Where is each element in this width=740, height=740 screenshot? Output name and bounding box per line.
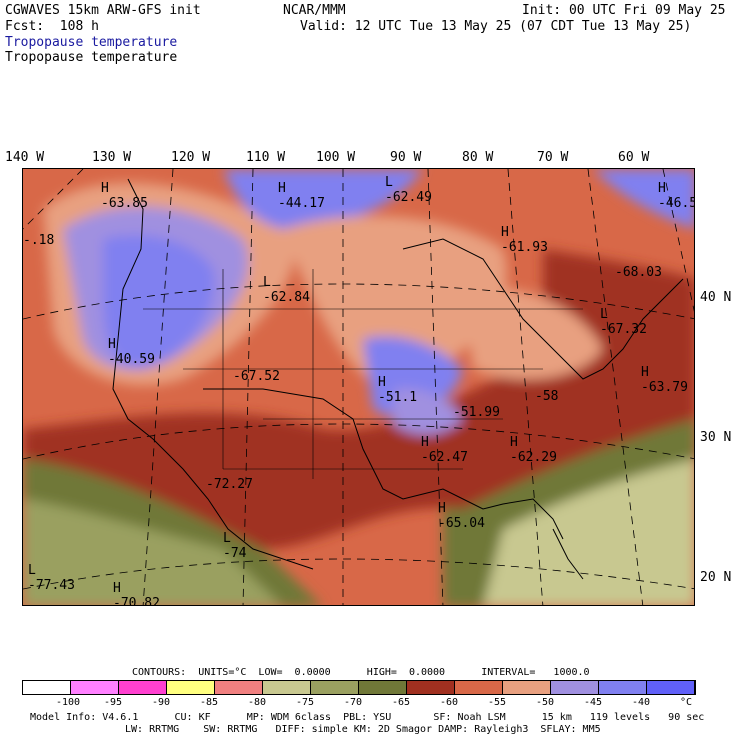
map-label: L -62.49 bbox=[385, 175, 432, 205]
colorbar bbox=[22, 680, 696, 695]
map-label: H -62.29 bbox=[510, 435, 557, 465]
model-info-line-1: Model Info: V4.6.1 CU: KF MP: WDM 6class… bbox=[30, 712, 705, 723]
map-label: H -40.59 bbox=[108, 337, 155, 367]
map-label: H -70.82 bbox=[113, 581, 160, 606]
lon-label: 60 W bbox=[618, 150, 650, 165]
colorbar-swatch bbox=[455, 681, 503, 694]
colorbar-label: -65 bbox=[392, 697, 411, 708]
field-title-2: Tropopause temperature bbox=[5, 50, 178, 65]
lat-label: 20 N bbox=[700, 570, 732, 585]
valid-time: Valid: 12 UTC Tue 13 May 25 (07 CDT Tue … bbox=[300, 19, 692, 34]
map-canvas bbox=[23, 169, 694, 605]
map-label: L -77.43 bbox=[28, 563, 75, 593]
map-label: H -63.79 bbox=[641, 365, 688, 395]
map-label: H -46.5 bbox=[658, 181, 695, 211]
lat-label: 30 N bbox=[700, 430, 732, 445]
colorbar-label: -75 bbox=[296, 697, 315, 708]
map-label: L -62.84 bbox=[263, 275, 310, 305]
colorbar-label: -50 bbox=[536, 697, 555, 708]
colorbar-label: -100 bbox=[56, 697, 81, 708]
colorbar-swatch bbox=[503, 681, 551, 694]
map-label: -68.03 bbox=[615, 265, 662, 280]
lon-label: 110 W bbox=[246, 150, 286, 165]
colorbar-label: -55 bbox=[488, 697, 507, 708]
colorbar-swatch bbox=[599, 681, 647, 694]
map-label: H -51.1 bbox=[378, 375, 418, 405]
map-label: L -74 bbox=[223, 531, 247, 561]
field-title-1: Tropopause temperature bbox=[5, 35, 178, 50]
colorbar-swatch bbox=[71, 681, 119, 694]
init-time: Init: 00 UTC Fri 09 May 25 bbox=[522, 3, 726, 18]
map-label: H -65.04 bbox=[438, 501, 485, 531]
map-label: H -44.17 bbox=[278, 181, 325, 211]
map-label: -58 bbox=[535, 389, 559, 404]
colorbar-swatch bbox=[23, 681, 71, 694]
lon-label: 100 W bbox=[316, 150, 356, 165]
colorbar-label: -85 bbox=[200, 697, 219, 708]
lon-label: 130 W bbox=[92, 150, 132, 165]
map-label: -67.52 bbox=[233, 369, 280, 384]
colorbar-swatch bbox=[119, 681, 167, 694]
colorbar-swatch bbox=[215, 681, 263, 694]
map-label: H -62.47 bbox=[421, 435, 468, 465]
colorbar-label: -60 bbox=[440, 697, 459, 708]
colorbar-label: -70 bbox=[344, 697, 363, 708]
lon-label: 140 W bbox=[5, 150, 45, 165]
colorbar-swatch bbox=[167, 681, 215, 694]
colorbar-swatch bbox=[359, 681, 407, 694]
lon-label: 90 W bbox=[390, 150, 422, 165]
tropopause-temperature-map: H -63.85 H -44.17 L -62.49 H -61.93 -.18 L -6… bbox=[22, 168, 695, 606]
contour-info: CONTOURS: UNITS=°C LOW= 0.0000 HIGH= 0.0… bbox=[132, 667, 590, 678]
colorbar-label: -80 bbox=[248, 697, 267, 708]
lon-label: 120 W bbox=[171, 150, 211, 165]
model-title: CGWAVES 15km ARW-GFS init bbox=[5, 3, 201, 18]
colorbar-label: -45 bbox=[584, 697, 603, 708]
colorbar-label: -90 bbox=[152, 697, 171, 708]
model-info-line-2: LW: RRTMG SW: RRTMG DIFF: simple KM: 2D … bbox=[125, 724, 601, 735]
colorbar-label: -95 bbox=[104, 697, 123, 708]
colorbar-swatch bbox=[551, 681, 599, 694]
map-label: -51.99 bbox=[453, 405, 500, 420]
map-label: L -67.32 bbox=[600, 307, 647, 337]
map-label: -.18 bbox=[23, 233, 55, 248]
map-label: H -61.93 bbox=[501, 225, 548, 255]
colorbar-label: °C bbox=[680, 697, 693, 708]
lon-label: 80 W bbox=[462, 150, 494, 165]
lon-label: 70 W bbox=[537, 150, 569, 165]
map-label: -72.27 bbox=[206, 477, 253, 492]
lat-label: 40 N bbox=[700, 290, 732, 305]
forecast-hour: Fcst: 108 h bbox=[5, 19, 99, 34]
colorbar-swatch bbox=[647, 681, 695, 694]
map-label: H -63.85 bbox=[101, 181, 148, 211]
colorbar-swatch bbox=[263, 681, 311, 694]
colorbar-label: -40 bbox=[632, 697, 651, 708]
organization: NCAR/MMM bbox=[283, 3, 346, 18]
colorbar-swatch bbox=[407, 681, 455, 694]
colorbar-swatch bbox=[311, 681, 359, 694]
